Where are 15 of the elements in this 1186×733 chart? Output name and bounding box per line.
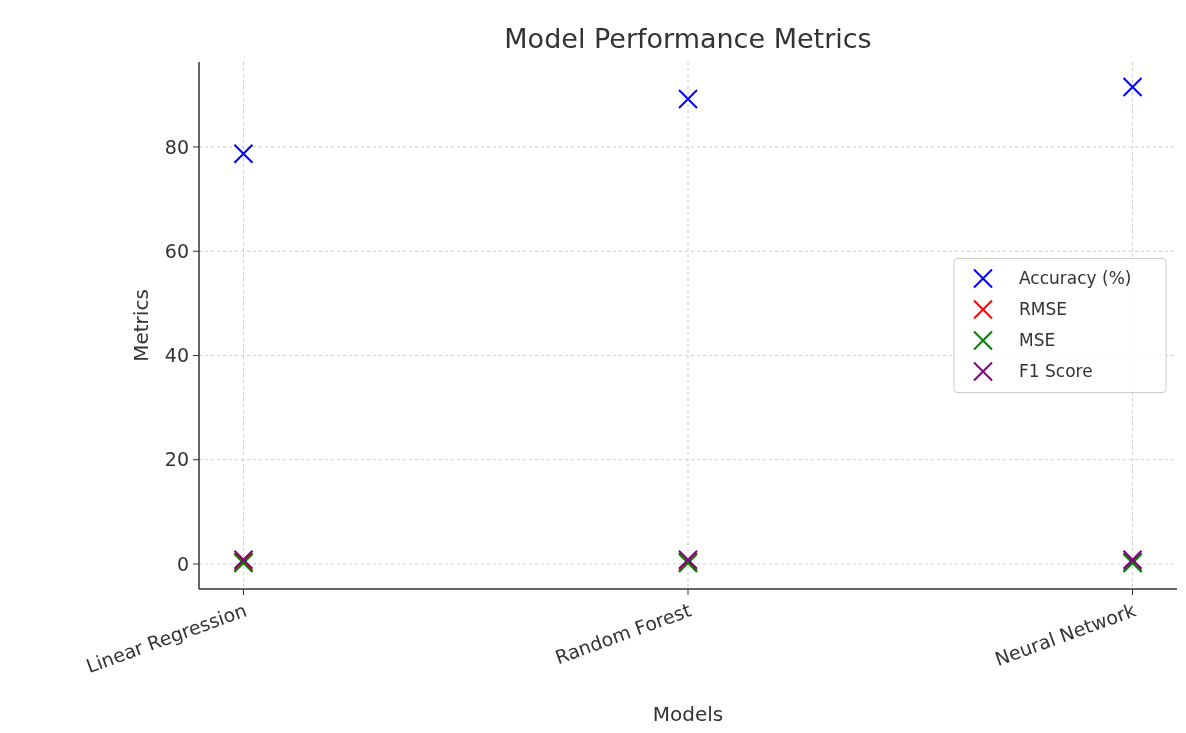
y-axis-title: Metrics: [129, 289, 153, 362]
legend-label: Accuracy (%): [1019, 268, 1132, 289]
point: [1122, 77, 1143, 98]
y-tick-label: 60: [164, 239, 189, 262]
legend-label: MSE: [1019, 330, 1056, 351]
y-tick-label: 20: [164, 448, 189, 471]
point: [233, 143, 254, 164]
legend-label: F1 Score: [1019, 361, 1093, 382]
y-tick-label: 40: [164, 344, 189, 367]
y-tick-label: 0: [176, 552, 189, 575]
y-tick-label: 80: [164, 135, 189, 158]
legend-label: RMSE: [1019, 299, 1068, 320]
point: [678, 89, 698, 110]
x-axis-title: Models: [652, 702, 724, 726]
chart-title: Model Performance Metrics: [504, 23, 872, 54]
